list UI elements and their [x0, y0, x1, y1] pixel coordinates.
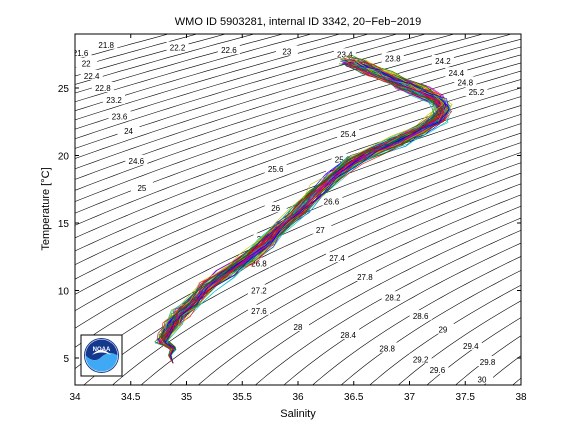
- x-tick-label: 36: [292, 392, 304, 403]
- contour-label: 28.8: [379, 345, 395, 354]
- x-axis-label: Salinity: [280, 408, 316, 420]
- contour-label: 22.6: [221, 46, 237, 55]
- contour-label: 22.2: [170, 44, 186, 53]
- x-tick-label: 35.5: [233, 392, 253, 403]
- contour-label: 28.2: [385, 293, 401, 302]
- contour-label: 22.8: [95, 84, 111, 93]
- contour-label: 22.4: [84, 72, 100, 81]
- contour-label: 25.6: [268, 165, 284, 174]
- contour-label: 22: [82, 60, 91, 69]
- y-tick-label: 20: [58, 152, 70, 163]
- y-axis-label: Temperature [°C]: [40, 167, 52, 250]
- x-tick-label: 37: [404, 392, 416, 403]
- contour-label: 27.2: [251, 287, 267, 296]
- contour-label: 24: [124, 127, 133, 136]
- contour-label: 25.4: [340, 130, 356, 139]
- y-tick-label: 5: [63, 354, 69, 365]
- contour-label: 28: [294, 323, 303, 332]
- y-tick-label: 10: [58, 287, 70, 298]
- x-tick-label: 37.5: [456, 392, 476, 403]
- x-tick-label: 35: [181, 392, 193, 403]
- contour-label: 29.6: [430, 366, 446, 375]
- contour-label: 27.4: [329, 254, 345, 263]
- contour-label: 28.6: [413, 312, 429, 321]
- contour-label: 24.2: [435, 57, 451, 66]
- y-tick-label: 15: [58, 219, 70, 230]
- y-tick-label: 25: [58, 84, 70, 95]
- x-tick-label: 36.5: [344, 392, 364, 403]
- contour-label: 26: [271, 204, 280, 213]
- contour-label: 30: [478, 376, 487, 385]
- x-tick-label: 34.5: [121, 392, 141, 403]
- contour-label: 25.2: [469, 88, 485, 97]
- contour-label: 23: [282, 48, 291, 57]
- contour-label: 29: [438, 326, 447, 335]
- contour-label: 27.8: [357, 273, 373, 282]
- contour-label: 27.6: [251, 307, 267, 316]
- contour-label: 25: [137, 184, 146, 193]
- contour-label: 29.8: [480, 358, 496, 367]
- chart-title: WMO ID 5903281, internal ID 3342, 20−Feb…: [175, 16, 421, 28]
- contour-label: 28.4: [340, 331, 356, 340]
- contour-label: 29.4: [463, 342, 479, 351]
- contour-label: 26.6: [324, 197, 340, 206]
- contour-label: 23.6: [112, 112, 128, 121]
- x-tick-label: 34: [69, 392, 81, 403]
- logo-label: NOAA: [93, 347, 111, 353]
- contour-label: 23.8: [385, 54, 401, 63]
- contour-label: 23.2: [106, 96, 122, 105]
- contour-label: 21.8: [98, 41, 114, 50]
- x-tick-label: 38: [515, 392, 527, 403]
- contour-label: 27: [316, 226, 325, 235]
- contour-label: 29.2: [413, 355, 429, 364]
- noaa-logo: NOAA: [81, 335, 122, 376]
- contour-label: 24.6: [129, 157, 145, 166]
